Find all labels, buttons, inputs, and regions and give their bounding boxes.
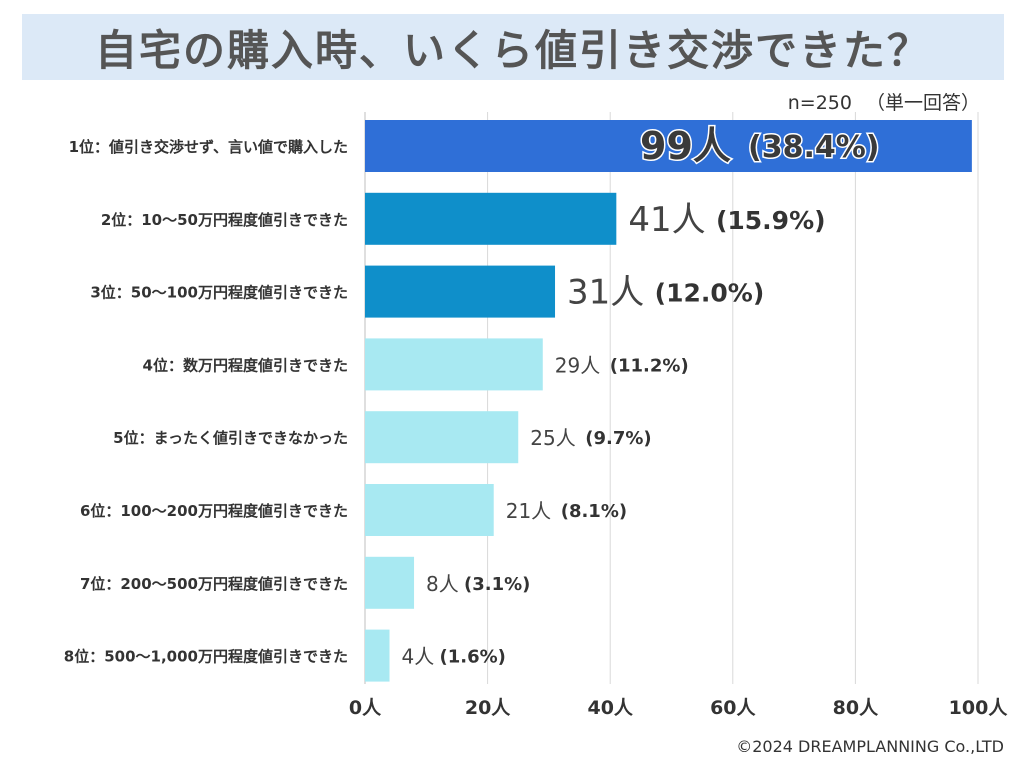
chart-title: 自宅の購入時、いくら値引き交渉できた？ <box>94 25 931 75</box>
answer-type: （単一回答） <box>865 92 980 114</box>
category-label: 1位：値引き交渉せず、言い値で購入した <box>69 138 348 156</box>
count-label: 8人 <box>426 572 459 596</box>
percent-label: (9.7%) <box>585 428 651 449</box>
sample-note: n=250 （単一回答） <box>774 88 980 115</box>
category-label: 3位：50〜100万円程度値引きできた <box>90 284 348 302</box>
count-label: 21人 <box>506 499 551 523</box>
bar <box>365 556 415 609</box>
bar <box>365 265 556 318</box>
category-label: 5位：まったく値引きできなかった <box>113 429 348 447</box>
count-label: 31人 <box>567 273 644 313</box>
percent-label: (3.1%) <box>464 574 530 595</box>
percent-label: (8.1%) <box>561 501 627 522</box>
x-tick-label: 60人 <box>710 697 756 719</box>
count-label: 41人 <box>628 200 705 240</box>
title-banner: 自宅の購入時、いくら値引き交渉できた？ <box>22 14 1004 80</box>
bar <box>365 192 617 245</box>
x-tick-label: 0人 <box>349 697 382 719</box>
percent-label: (12.0%) <box>655 279 765 308</box>
x-tick-label: 40人 <box>587 697 633 719</box>
percent-label: (15.9%) <box>716 206 826 235</box>
count-label: 99人 <box>640 124 731 168</box>
category-label: 7位：200〜500万円程度値引きできた <box>80 575 348 593</box>
x-tick-label: 20人 <box>465 697 511 719</box>
bar <box>365 629 390 682</box>
x-tick-label: 80人 <box>833 697 879 719</box>
percent-label: (38.4%) <box>748 130 880 165</box>
category-label: 6位：100〜200万円程度値引きできた <box>80 502 348 520</box>
bar <box>365 338 543 391</box>
copyright: ©2024 DREAMPLANNING Co.,LTD <box>736 737 1004 756</box>
sample-size: n=250 <box>787 92 852 114</box>
count-label: 25人 <box>530 426 575 450</box>
count-label: 4人 <box>402 645 435 669</box>
category-label: 2位：10〜50万円程度値引きできた <box>101 211 348 229</box>
category-label: 4位：数万円程度値引きできた <box>143 356 348 374</box>
category-label: 8位：500〜1,000万円程度値引きできた <box>64 648 348 666</box>
x-tick-label: 100人 <box>949 697 1009 719</box>
percent-label: (1.6%) <box>440 647 506 668</box>
percent-label: (11.2%) <box>610 355 689 376</box>
count-label: 29人 <box>555 353 600 377</box>
bar <box>365 120 972 172</box>
bar <box>365 411 519 464</box>
bar <box>365 484 494 536</box>
